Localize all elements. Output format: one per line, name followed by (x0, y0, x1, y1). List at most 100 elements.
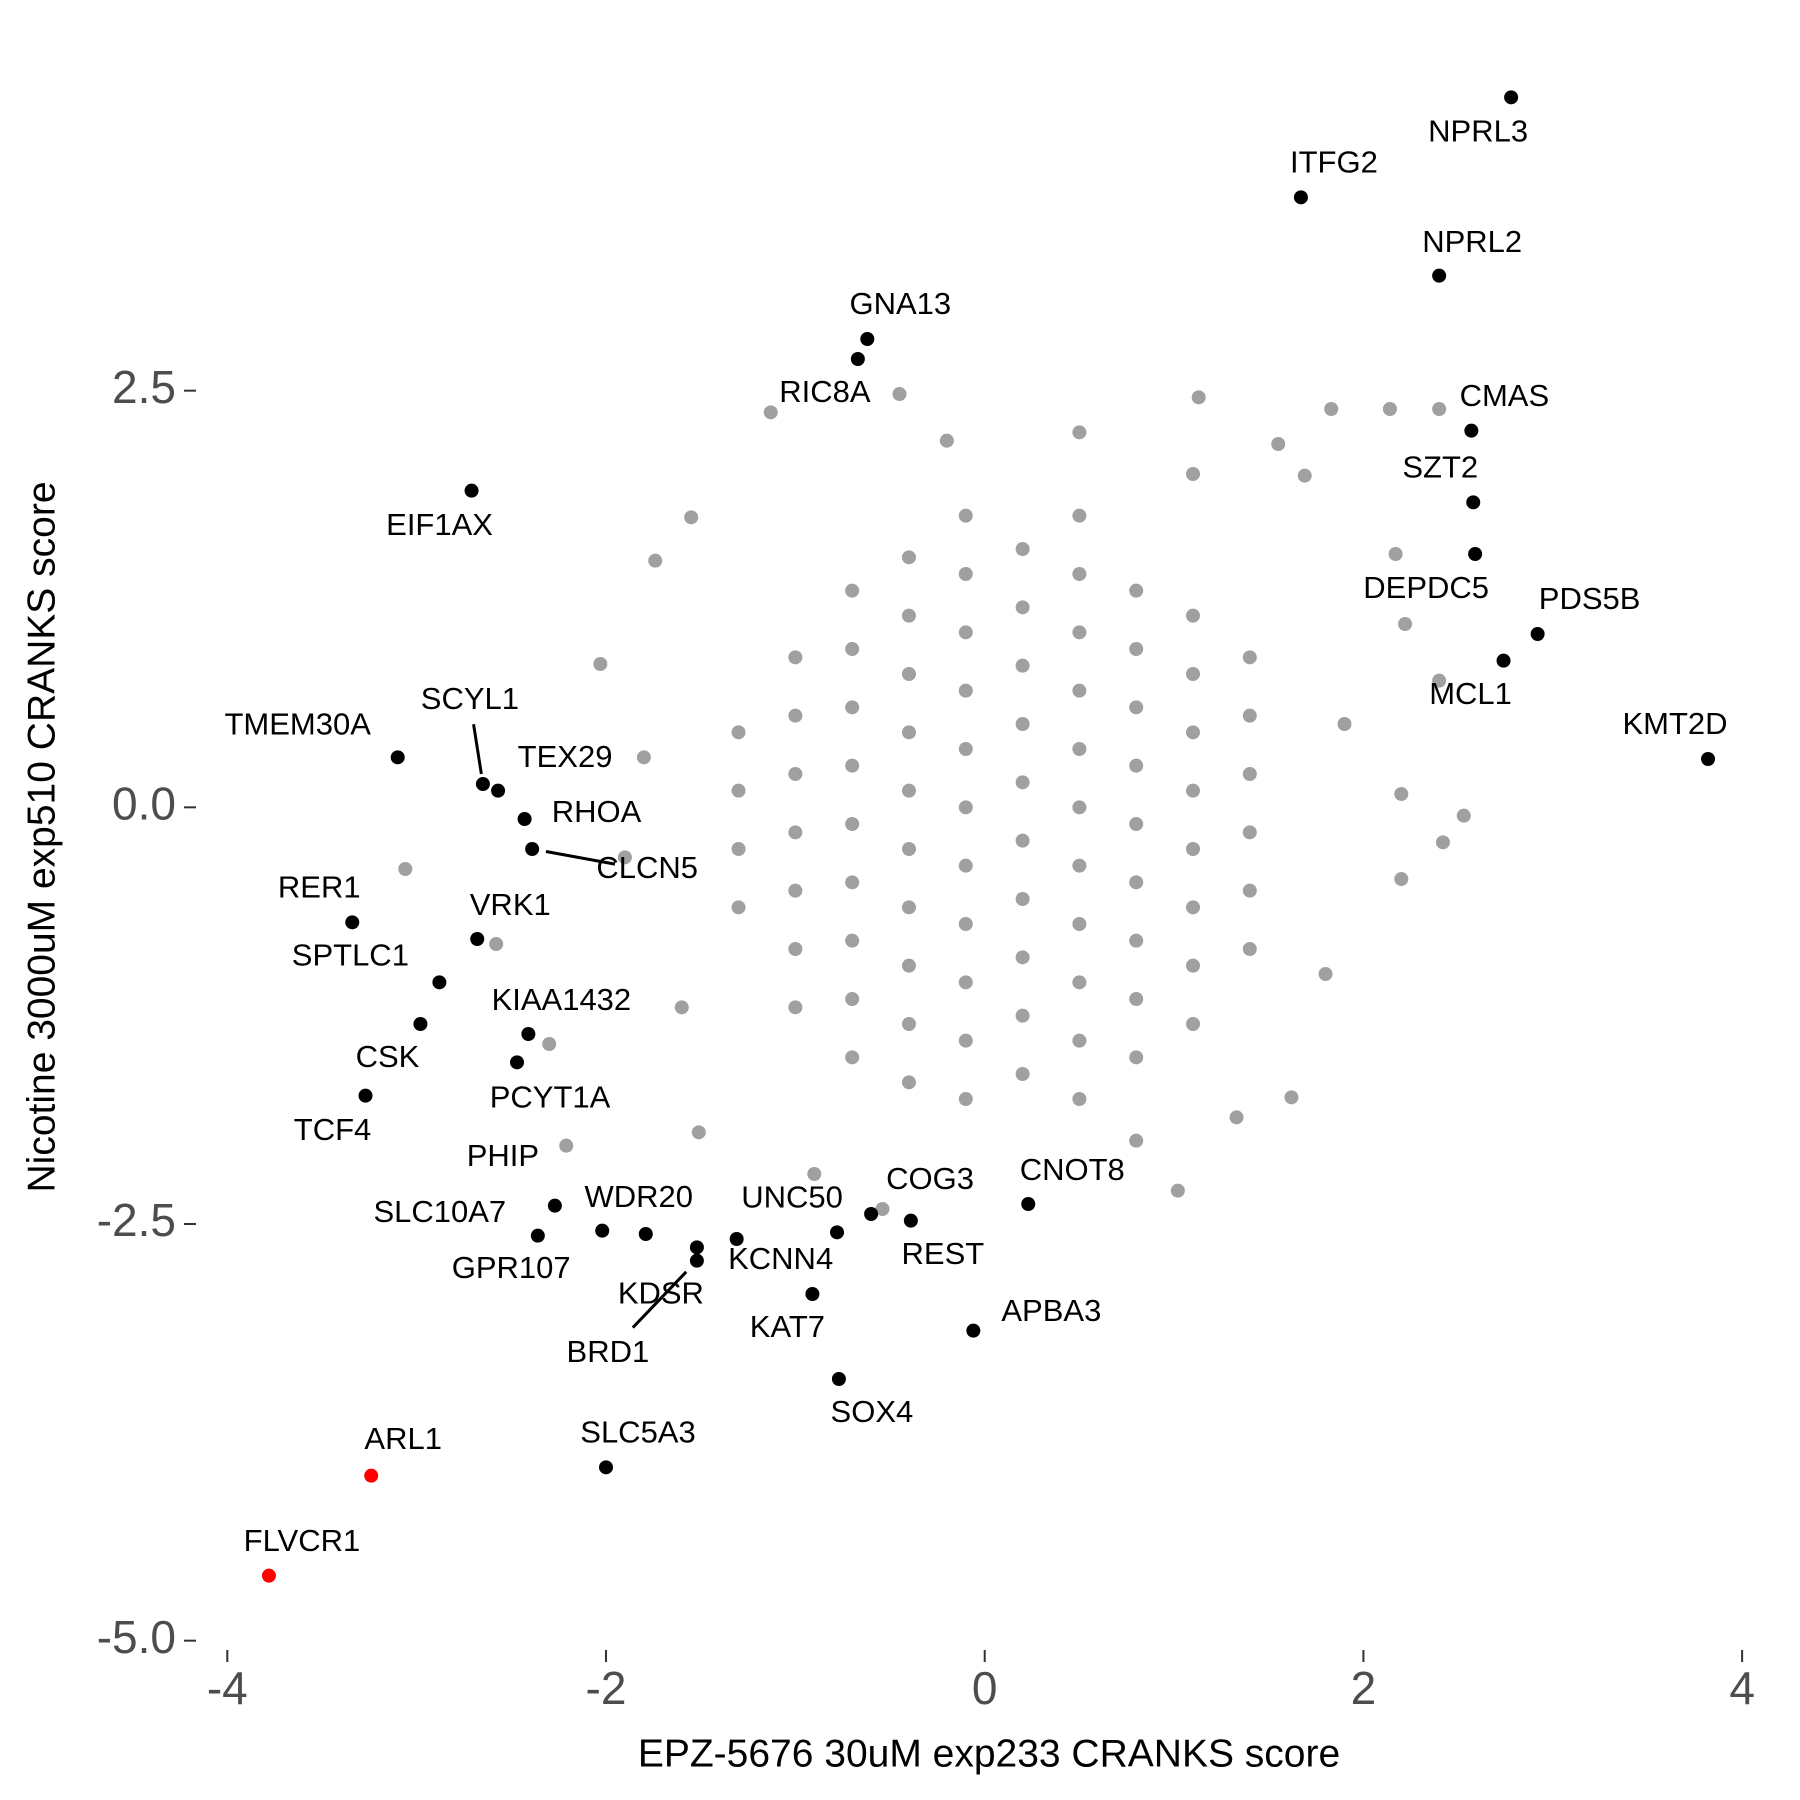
point-label: TMEM30A (225, 707, 372, 742)
point-label: BRD1 (567, 1334, 650, 1369)
point (525, 842, 540, 856)
point (547, 1198, 562, 1213)
point (1191, 390, 1206, 405)
point (958, 1033, 973, 1048)
point (261, 1568, 276, 1583)
point-label: ITFG2 (1290, 145, 1378, 180)
point (684, 510, 699, 525)
point (521, 1027, 536, 1041)
point-label: KCNN4 (728, 1241, 833, 1276)
x-tick-label: -2 (586, 1662, 627, 1714)
point-label: GNA13 (849, 286, 951, 321)
point-label: GPR107 (452, 1250, 571, 1285)
point (1186, 667, 1201, 681)
point (1186, 725, 1201, 740)
point (958, 800, 973, 815)
point (731, 783, 746, 798)
point (1129, 817, 1144, 831)
point (475, 777, 490, 791)
point (958, 625, 973, 640)
point (1015, 542, 1030, 556)
point (1129, 583, 1144, 598)
point (1072, 567, 1087, 581)
point (1072, 800, 1087, 815)
point (1170, 1183, 1185, 1198)
point (648, 553, 663, 568)
point (901, 842, 916, 856)
point (1186, 1017, 1201, 1031)
point (413, 1017, 428, 1031)
point (1129, 1133, 1144, 1148)
point (845, 933, 860, 948)
point (1186, 783, 1201, 798)
point (1435, 835, 1450, 850)
point (958, 1092, 973, 1106)
point (1015, 658, 1030, 673)
point (845, 758, 860, 773)
y-tick-label: 0.0 (112, 777, 176, 829)
point (788, 767, 803, 781)
point-label: MCL1 (1429, 676, 1512, 711)
point (1186, 608, 1201, 623)
point (1015, 717, 1030, 731)
point (691, 1125, 706, 1140)
point (845, 642, 860, 656)
leader-line (631, 1270, 688, 1329)
point (1072, 917, 1087, 931)
point-label: SPTLC1 (292, 938, 409, 973)
point (763, 405, 778, 420)
point (364, 1468, 379, 1483)
point-label: EIF1AX (386, 507, 493, 542)
point (830, 1225, 845, 1240)
point (542, 1037, 557, 1051)
point (1072, 1092, 1087, 1106)
point-label: NPRL3 (1428, 114, 1528, 149)
point (1464, 423, 1479, 438)
point (860, 332, 875, 346)
point-label: KAT7 (750, 1309, 825, 1344)
point (1466, 495, 1481, 510)
point (1293, 190, 1308, 205)
x-tick-label: 4 (1729, 1662, 1755, 1714)
point (1072, 425, 1087, 440)
point-label: COG3 (886, 1161, 974, 1196)
point (491, 783, 506, 798)
point (805, 1287, 820, 1301)
point (1129, 992, 1144, 1006)
point (1701, 752, 1716, 766)
point-label: VRK1 (470, 887, 551, 922)
x-tick-label: 2 (1351, 1662, 1377, 1714)
point-label: SOX4 (831, 1394, 914, 1429)
point (958, 508, 973, 523)
point (1432, 268, 1447, 283)
point-label: RER1 (278, 870, 361, 905)
y-tick-label: -2.5 (97, 1194, 176, 1246)
point (1530, 627, 1545, 641)
point (958, 975, 973, 990)
point (1324, 402, 1339, 416)
point (559, 1138, 574, 1153)
point (1015, 775, 1030, 790)
point (731, 842, 746, 856)
x-axis-title: EPZ-5676 30uM exp233 CRANKS score (638, 1732, 1340, 1775)
point-label: RHOA (552, 794, 642, 829)
point-label: WDR20 (585, 1179, 694, 1214)
leader-line (545, 850, 616, 866)
point (831, 1372, 846, 1386)
point (1129, 758, 1144, 773)
point (901, 550, 916, 565)
point (1186, 958, 1201, 973)
point (636, 750, 651, 765)
point (901, 1075, 916, 1090)
point (731, 900, 746, 915)
point (1015, 950, 1030, 965)
point (689, 1253, 704, 1268)
point (1271, 437, 1286, 451)
point (892, 387, 907, 401)
point (1242, 767, 1257, 781)
point-label: TEX29 (518, 739, 613, 774)
point (1186, 900, 1201, 915)
point-label: SZT2 (1402, 450, 1478, 485)
point (958, 742, 973, 756)
point (1129, 1050, 1144, 1065)
